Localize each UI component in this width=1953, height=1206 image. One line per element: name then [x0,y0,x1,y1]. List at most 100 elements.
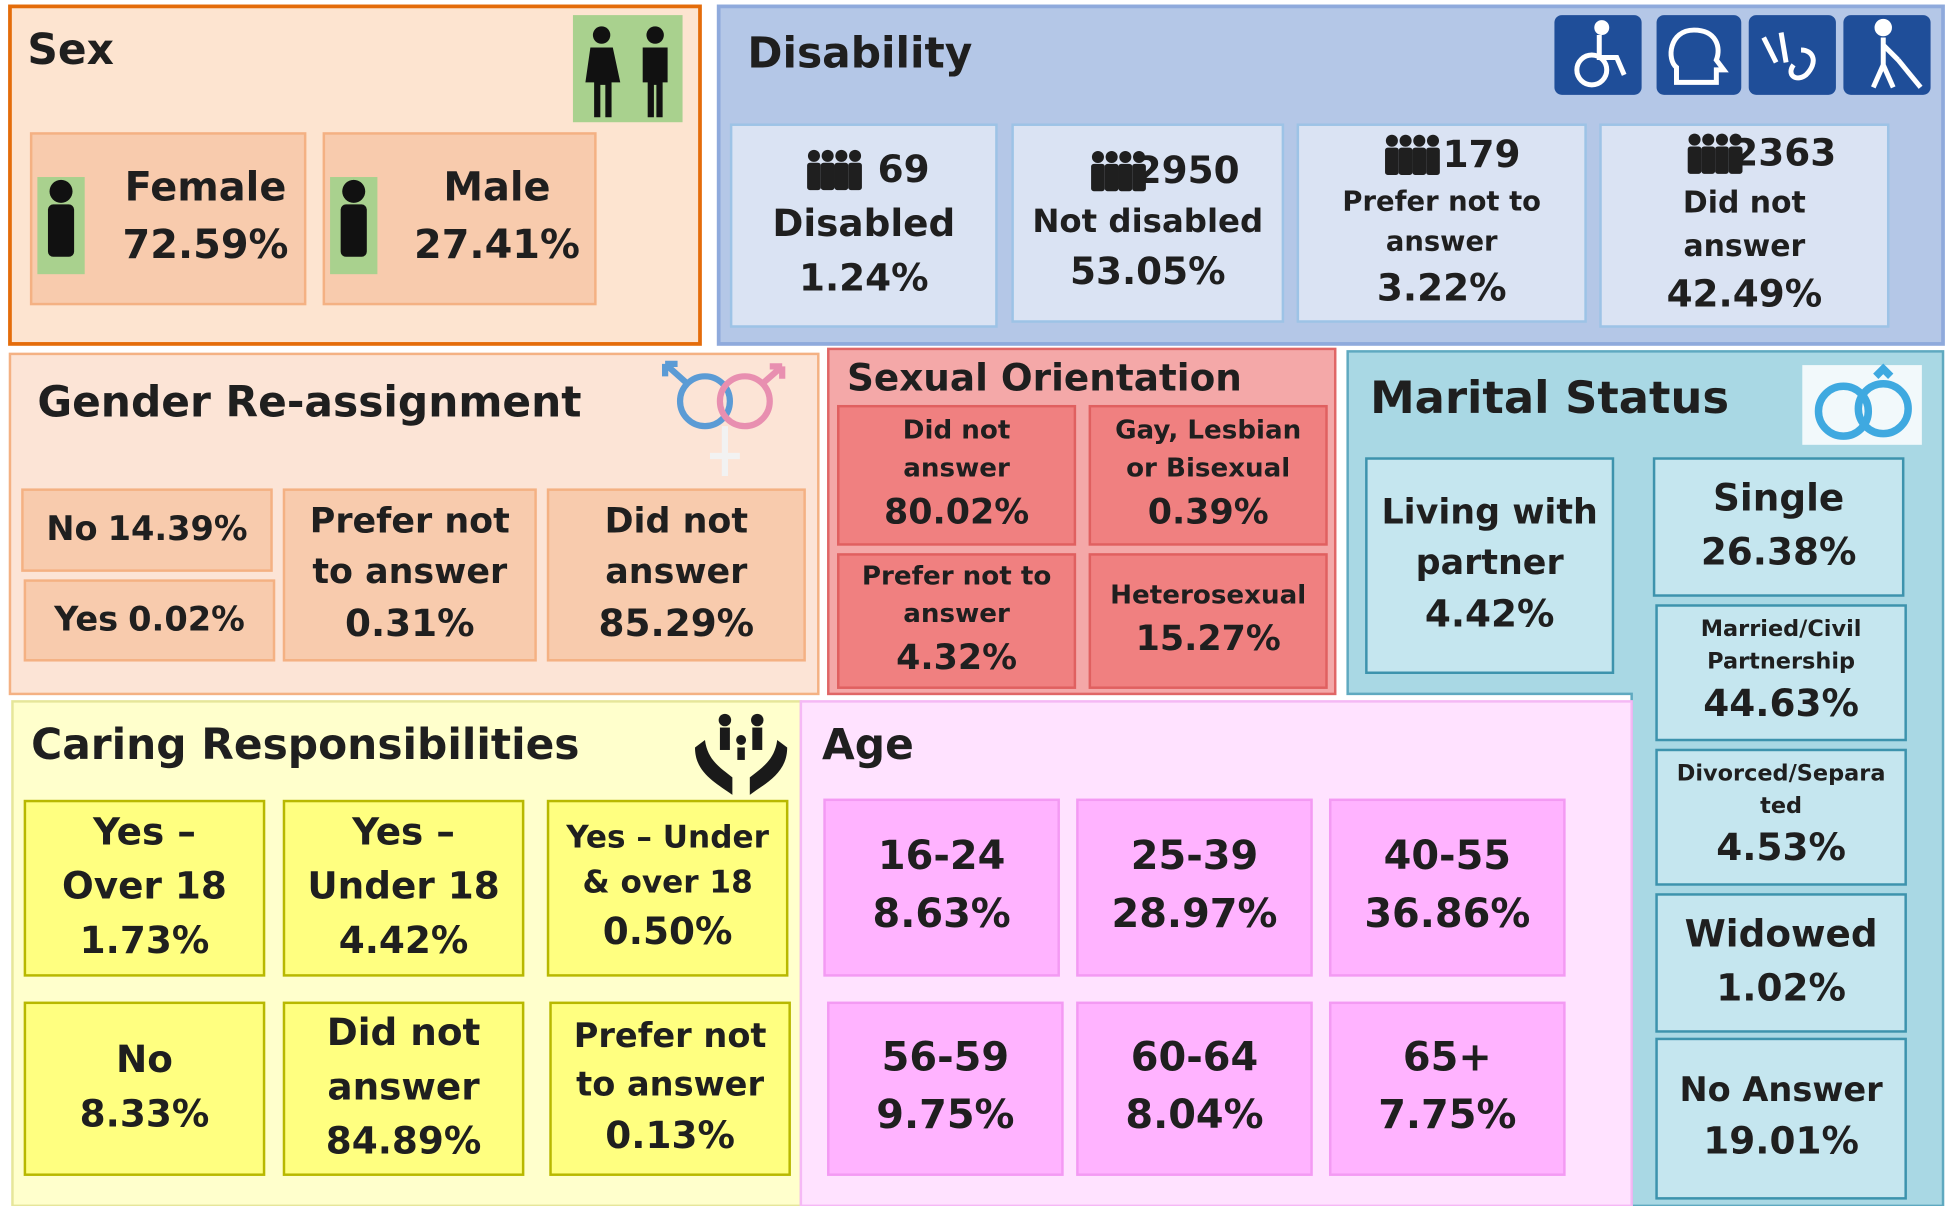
person-icon [1687,146,1702,174]
cell: 60-64 8.04% [1076,1001,1313,1176]
cell-label: Widowed [1685,911,1878,955]
cell-label: 65+ [1403,1034,1492,1080]
cell: Single 26.38% [1652,457,1905,597]
cell: Heterosexual 15.27% [1088,553,1328,689]
person-icon [835,149,848,162]
person-icon [834,162,849,191]
person-icon [1412,147,1427,175]
cell: Yes – Under & over 18 0.50% [546,799,789,977]
person-icon [1091,150,1104,164]
person-icon [1132,163,1146,192]
cell-value: 4.42% [1425,592,1555,636]
person-icon [1426,147,1440,175]
cell-box [546,799,789,977]
cell-label: answer [1683,229,1805,264]
cell-text: No 14.39% [46,509,247,548]
cell-box [1599,123,1890,328]
cell-label: Not disabled [1032,202,1263,240]
person-icon [1119,150,1132,164]
person-icon [1729,133,1742,146]
person-icon [848,162,862,191]
person-icon [1104,163,1119,192]
cell-label: Prefer not to [862,561,1052,591]
cell-box [1076,798,1313,977]
cell-value: 53.05% [1070,249,1226,293]
cell-value: 27.41% [414,222,580,268]
cell: Yes – Under 18 4.42% [282,799,525,977]
cell: Gay, Lesbian or Bisexual 0.39% [1088,404,1328,546]
person-icon [1728,146,1743,174]
cell-label: answer [903,599,1010,629]
cell-label: Gay, Lesbian [1115,416,1301,446]
cell-value: 0.39% [1148,492,1269,532]
cell: Yes – Over 18 1.73% [23,799,266,977]
section: Marital Status Living with partner 4.42% Sin… [1365,371,1907,1200]
cell: 40-55 36.86% [1328,798,1566,977]
cell-value: 0.31% [345,601,475,645]
cell-box [729,123,998,328]
cell-box [1652,457,1905,597]
cell-label: Over 18 [62,864,227,908]
cell: Male 27.41% [322,132,597,306]
cell-value: 1.73% [80,918,210,962]
cell-value: 8.63% [873,891,1011,937]
cell-value: 14.39% [108,509,248,548]
cell-label: Divorced/Separa [1677,760,1886,786]
cell: 2950 Not disabled 53.05% [1011,123,1285,323]
cell-box [827,1001,1064,1176]
cell-value: 84.89% [326,1118,482,1162]
cell-label: No [46,509,97,548]
cell-label: Yes – Under [565,820,769,856]
section-title: Disability [747,29,972,78]
cell-label: answer [605,552,748,592]
cell-box [1011,123,1285,323]
cell: Female 72.59% [29,132,307,306]
cell-box [23,799,266,977]
cell-box [1365,457,1615,674]
cell-label: Prefer not [574,1016,767,1055]
cell: Yes 0.02% [23,579,276,662]
cell: 25-39 28.97% [1076,798,1313,977]
cell-label: 60-64 [1131,1034,1258,1080]
cell-label: answer [327,1064,480,1108]
person-icon [1426,134,1440,147]
person-icon [1118,163,1133,192]
cell: 65+ 7.75% [1328,1001,1566,1176]
cell-label: 40-55 [1384,833,1511,879]
person-icon [1133,150,1146,164]
section: Age 16-24 8.63% 25-39 28.97% 40-55 36.86% 56-59… [822,720,1566,1176]
cell-label: ted [1760,793,1802,819]
cell-value: 9.75% [876,1092,1014,1138]
cell-label: or Bisexual [1126,454,1290,484]
cell-label: Did not [1683,185,1806,220]
person-icon [1398,147,1413,175]
cell: Prefer not to answer 4.32% [836,553,1077,689]
cell-value: 26.38% [1701,530,1857,574]
cell: 16-24 8.63% [823,798,1060,977]
cell-label: 56-59 [882,1034,1009,1080]
cell-box [282,1001,525,1176]
cell-label: 16-24 [878,833,1005,879]
person-icon [1385,134,1398,147]
person-icon [1105,150,1118,164]
cell: Did not answer 85.29% [546,488,806,662]
cell-box [1328,1001,1566,1176]
cell-label: Disabled [772,201,955,245]
cell: Divorced/Separa ted 4.53% [1655,748,1907,886]
cell: Prefer not to answer 0.31% [282,488,537,662]
cell-value: 1.24% [799,255,929,299]
person-icon [1702,133,1715,146]
person-icon [807,149,820,162]
cell: Widowed 1.02% [1655,893,1907,1033]
person-icon [1715,146,1729,174]
cell-label: Did not [605,502,748,542]
cell-label: Heterosexual [1110,580,1306,610]
cell: Prefer not to answer 0.13% [549,1001,791,1176]
cell: 2363 Did not answer 42.49% [1599,123,1890,328]
cell-box [23,1001,266,1176]
cell-box [23,579,276,662]
cell-label: Single [1713,475,1844,519]
cell-label: Yes [53,599,118,638]
cell-value: 0.13% [605,1113,735,1157]
section: Gender Re-assignment No 14.39% Yes 0.02% Pref… [21,377,806,662]
